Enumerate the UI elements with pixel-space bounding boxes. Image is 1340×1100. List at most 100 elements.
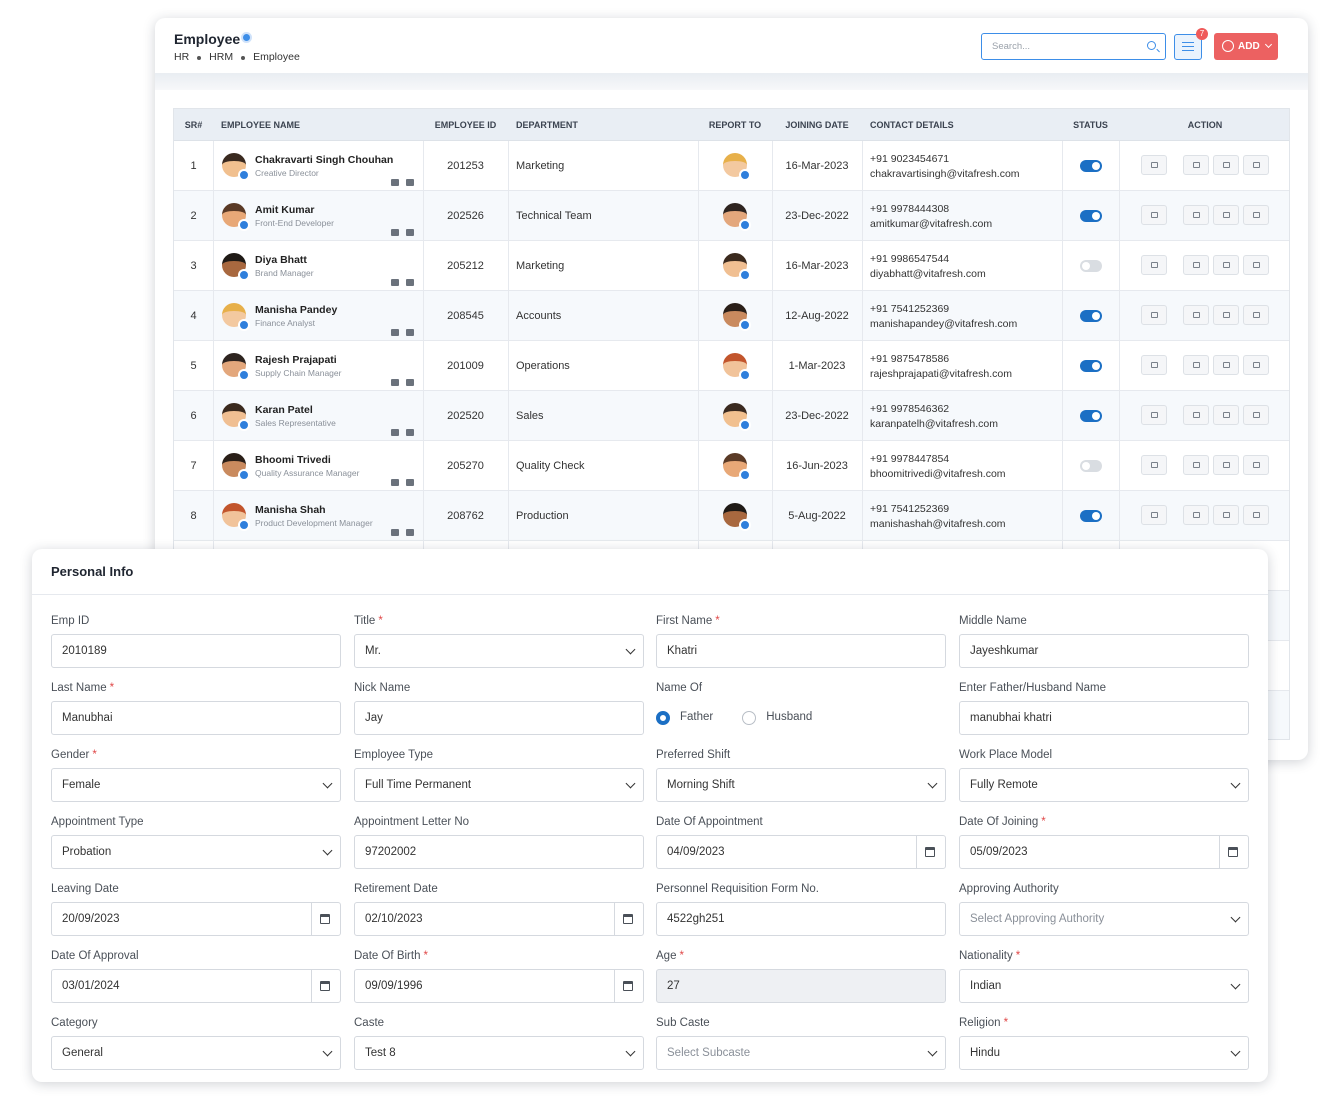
search-box[interactable]: Search... — [981, 33, 1166, 60]
filter-button[interactable] — [1174, 34, 1202, 60]
text-input[interactable]: Khatri — [656, 634, 946, 668]
action-forward[interactable] — [1141, 355, 1167, 375]
action-edit[interactable] — [1183, 255, 1209, 275]
action-comment[interactable] — [1243, 455, 1269, 475]
select-input[interactable]: Indian — [959, 969, 1249, 1003]
action-edit[interactable] — [1183, 355, 1209, 375]
status-toggle[interactable] — [1080, 310, 1102, 322]
action-glyph — [1223, 162, 1230, 168]
action-edit[interactable] — [1183, 305, 1209, 325]
text-input[interactable]: Jay — [354, 701, 644, 735]
input-value: manubhai khatri — [970, 712, 1052, 724]
status-toggle[interactable] — [1080, 460, 1102, 472]
radio-button[interactable] — [742, 711, 757, 725]
breadcrumb-item[interactable]: HRM — [209, 51, 234, 63]
column-divider — [698, 241, 699, 291]
action-edit[interactable] — [1183, 405, 1209, 425]
add-button[interactable]: ADD — [1214, 33, 1278, 60]
action-glyph — [1193, 462, 1200, 468]
action-forward[interactable] — [1141, 305, 1167, 325]
action-edit[interactable] — [1183, 455, 1209, 475]
action-comment[interactable] — [1243, 255, 1269, 275]
select-input[interactable]: Test 8 — [354, 1036, 644, 1070]
action-delete[interactable] — [1213, 505, 1239, 525]
text-input[interactable]: Jayeshkumar — [959, 634, 1249, 668]
action-forward[interactable] — [1141, 155, 1167, 175]
radio-label[interactable]: Husband — [766, 711, 813, 723]
select-chevron — [625, 778, 636, 789]
contact-phone: +91 9978444308 — [870, 203, 950, 215]
action-edit[interactable] — [1183, 155, 1209, 175]
contact-email: manishapandey@vitafresh.com — [870, 318, 1018, 330]
select-input[interactable]: Hindu — [959, 1036, 1249, 1070]
select-input[interactable]: Fully Remote — [959, 768, 1249, 802]
action-comment[interactable] — [1243, 405, 1269, 425]
action-comment[interactable] — [1243, 205, 1269, 225]
action-forward[interactable] — [1141, 205, 1167, 225]
date-input[interactable]: 02/10/2023 — [354, 902, 644, 936]
status-toggle[interactable] — [1080, 360, 1102, 372]
action-glyph — [1151, 212, 1158, 218]
date-input[interactable]: 03/01/2024 — [51, 969, 341, 1003]
select-input[interactable]: Morning Shift — [656, 768, 946, 802]
date-input[interactable]: 04/09/2023 — [656, 835, 946, 869]
text-input[interactable]: 97202002 — [354, 835, 644, 869]
action-delete[interactable] — [1213, 455, 1239, 475]
select-input[interactable]: Full Time Permanent — [354, 768, 644, 802]
calendar-icon[interactable] — [925, 847, 935, 857]
calendar-icon[interactable] — [320, 981, 330, 991]
date-input[interactable]: 20/09/2023 — [51, 902, 341, 936]
select-input[interactable]: General — [51, 1036, 341, 1070]
status-toggle[interactable] — [1080, 260, 1102, 272]
text-input[interactable]: Manubhai — [51, 701, 341, 735]
breadcrumb-item[interactable]: HR — [174, 51, 190, 63]
action-forward[interactable] — [1141, 455, 1167, 475]
text-input[interactable]: 4522gh251 — [656, 902, 946, 936]
action-delete[interactable] — [1213, 405, 1239, 425]
calendar-icon[interactable] — [623, 914, 633, 924]
status-toggle[interactable] — [1080, 510, 1102, 522]
date-divider — [614, 903, 615, 935]
column-divider — [862, 241, 863, 291]
status-toggle[interactable] — [1080, 410, 1102, 422]
column-divider — [508, 291, 509, 341]
date-input[interactable]: 05/09/2023 — [959, 835, 1249, 869]
action-forward[interactable] — [1141, 405, 1167, 425]
action-comment[interactable] — [1243, 155, 1269, 175]
action-forward[interactable] — [1141, 505, 1167, 525]
employee-role: Front-End Developer — [255, 218, 334, 228]
date-divider — [311, 970, 312, 1002]
field-label: Title — [354, 615, 376, 627]
calendar-icon[interactable] — [320, 914, 330, 924]
column-divider — [213, 291, 214, 341]
radio-label[interactable]: Father — [680, 711, 714, 723]
text-input[interactable]: manubhai khatri — [959, 701, 1249, 735]
action-delete[interactable] — [1213, 305, 1239, 325]
avatar-badge — [238, 169, 250, 181]
action-delete[interactable] — [1213, 155, 1239, 175]
action-comment[interactable] — [1243, 355, 1269, 375]
select-input[interactable]: Select Subcaste — [656, 1036, 946, 1070]
date-input[interactable]: 09/09/1996 — [354, 969, 644, 1003]
select-input[interactable]: Mr. — [354, 634, 644, 668]
column-divider — [772, 491, 773, 541]
info-icon[interactable] — [241, 32, 252, 43]
action-delete[interactable] — [1213, 355, 1239, 375]
calendar-icon[interactable] — [1228, 847, 1238, 857]
text-input[interactable]: 2010189 — [51, 634, 341, 668]
breadcrumb-item[interactable]: Employee — [253, 51, 300, 63]
action-forward[interactable] — [1141, 255, 1167, 275]
action-comment[interactable] — [1243, 305, 1269, 325]
action-comment[interactable] — [1243, 505, 1269, 525]
calendar-icon[interactable] — [623, 981, 633, 991]
select-input[interactable]: Select Approving Authority — [959, 902, 1249, 936]
action-delete[interactable] — [1213, 205, 1239, 225]
status-toggle[interactable] — [1080, 160, 1102, 172]
status-toggle[interactable] — [1080, 210, 1102, 222]
action-delete[interactable] — [1213, 255, 1239, 275]
select-input[interactable]: Female — [51, 768, 341, 802]
select-input[interactable]: Probation — [51, 835, 341, 869]
radio-button[interactable] — [656, 711, 670, 725]
action-edit[interactable] — [1183, 205, 1209, 225]
action-edit[interactable] — [1183, 505, 1209, 525]
